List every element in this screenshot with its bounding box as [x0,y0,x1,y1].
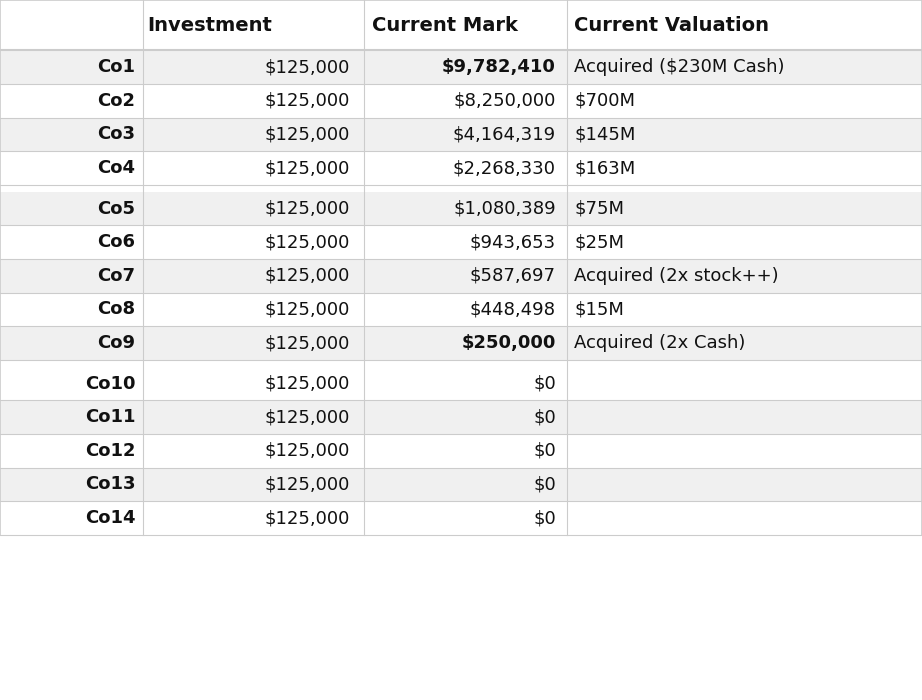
Text: $163M: $163M [574,159,635,177]
Bar [0,468,922,501]
Text: Co4: Co4 [98,159,136,177]
Text: $125,000: $125,000 [265,408,350,426]
Text: $0: $0 [533,475,556,493]
Text: $125,000: $125,000 [265,92,350,110]
Text: Acquired (2x Cash): Acquired (2x Cash) [574,334,746,352]
Text: $125,000: $125,000 [265,159,350,177]
Text: $0: $0 [533,408,556,426]
Bar [0,225,922,259]
Text: $125,000: $125,000 [265,374,350,393]
Bar [0,367,922,400]
Text: $125,000: $125,000 [265,442,350,460]
Text: $0: $0 [533,442,556,460]
Text: $250,000: $250,000 [462,334,556,352]
Text: $145M: $145M [574,125,636,144]
Text: Acquired (2x stock++): Acquired (2x stock++) [574,267,779,285]
Text: Co12: Co12 [85,442,136,460]
Text: Co14: Co14 [85,509,136,527]
Bar [0,326,922,360]
Bar [0,0,922,50]
Text: $943,653: $943,653 [470,233,556,251]
Text: Co5: Co5 [98,199,136,218]
Text: $125,000: $125,000 [265,509,350,527]
Bar [0,192,922,225]
Text: $448,498: $448,498 [470,300,556,318]
Text: $125,000: $125,000 [265,125,350,144]
Bar [0,259,922,293]
Text: Co6: Co6 [98,233,136,251]
Text: Investment: Investment [148,15,272,35]
Text: $125,000: $125,000 [265,267,350,285]
Text: Co11: Co11 [85,408,136,426]
Bar [0,84,922,118]
Text: Current Valuation: Current Valuation [574,15,769,35]
Bar [0,118,922,151]
Text: $75M: $75M [574,199,624,218]
Bar [0,50,922,84]
Text: Co13: Co13 [85,475,136,493]
Bar [0,151,922,185]
Text: $125,000: $125,000 [265,233,350,251]
Text: $125,000: $125,000 [265,334,350,352]
Text: $2,268,330: $2,268,330 [453,159,556,177]
Text: $700M: $700M [574,92,635,110]
Text: $9,782,410: $9,782,410 [442,58,556,76]
Text: Acquired ($230M Cash): Acquired ($230M Cash) [574,58,785,76]
Text: Co2: Co2 [98,92,136,110]
Text: Co3: Co3 [98,125,136,144]
Bar [0,434,922,468]
Text: $25M: $25M [574,233,624,251]
Text: $1,080,389: $1,080,389 [454,199,556,218]
Text: $15M: $15M [574,300,624,318]
Text: $125,000: $125,000 [265,199,350,218]
Text: Current Mark: Current Mark [372,15,517,35]
Text: $125,000: $125,000 [265,300,350,318]
Bar [0,293,922,326]
Text: $0: $0 [533,374,556,393]
Text: $125,000: $125,000 [265,58,350,76]
Text: $0: $0 [533,509,556,527]
Bar [0,501,922,535]
Text: $4,164,319: $4,164,319 [453,125,556,144]
Text: Co1: Co1 [98,58,136,76]
Text: $125,000: $125,000 [265,475,350,493]
Text: $587,697: $587,697 [470,267,556,285]
Text: Co7: Co7 [98,267,136,285]
Text: Co9: Co9 [98,334,136,352]
Text: Co8: Co8 [98,300,136,318]
Text: Co10: Co10 [85,374,136,393]
Text: $8,250,000: $8,250,000 [454,92,556,110]
Bar [0,400,922,434]
